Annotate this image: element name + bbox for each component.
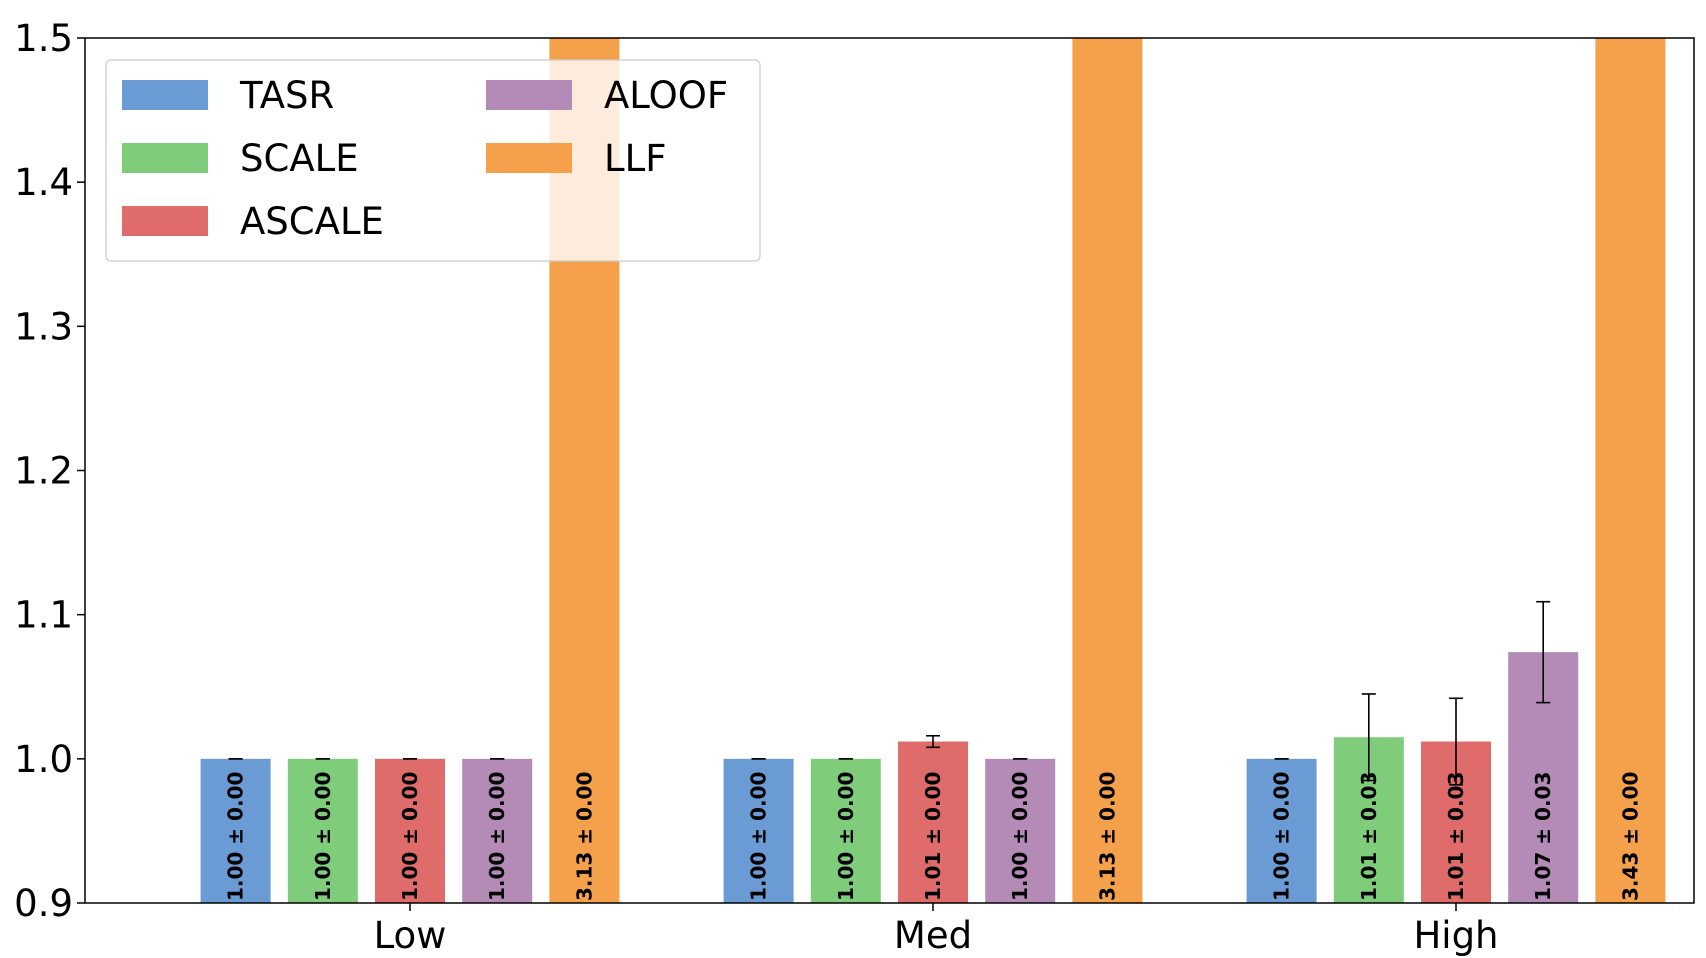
legend-swatch-tasr <box>122 80 208 110</box>
y-tick-label: 1.1 <box>14 594 73 637</box>
bar-aloof-med <box>985 758 1056 903</box>
bar-value-label: 1.00 ± 0.00 <box>485 772 509 901</box>
bar-value-label: 1.01 ± 0.03 <box>1444 772 1468 901</box>
x-tick-label-med: Med <box>894 914 972 957</box>
bar-value-label: 1.00 ± 0.00 <box>834 772 858 901</box>
legend-label-aloof: ALOOF <box>604 74 728 117</box>
bar-value-label: 1.00 ± 0.00 <box>747 772 771 901</box>
y-tick-label: 1.0 <box>14 738 73 781</box>
legend-swatch-scale <box>122 143 208 173</box>
bar-value-label: 1.00 ± 0.00 <box>224 772 248 901</box>
legend-label-llf: LLF <box>604 137 667 180</box>
bar-value-label: 3.43 ± 0.00 <box>1618 772 1642 901</box>
x-tick-label-low: Low <box>374 914 447 957</box>
bar-value-label: 3.13 ± 0.00 <box>572 772 596 901</box>
bar-value-label: 1.00 ± 0.00 <box>311 772 335 901</box>
x-axis: Low Med High <box>374 903 1499 957</box>
bar-scale-med <box>810 758 881 903</box>
legend-label-tasr: TASR <box>239 74 334 117</box>
y-tick-label: 1.4 <box>14 161 73 204</box>
y-tick-label: 1.2 <box>14 450 73 493</box>
legend-swatch-llf <box>486 143 572 173</box>
bar-value-label: 3.13 ± 0.00 <box>1095 772 1119 901</box>
bar-value-label: 1.00 ± 0.00 <box>1008 772 1032 901</box>
bar-tasr-med <box>723 758 794 903</box>
bar-value-label: 1.07 ± 0.03 <box>1531 772 1555 901</box>
bar-labels-layer: 1.00 ± 0.00 1.00 ± 0.00 1.00 ± 0.00 1.00 ± … <box>224 772 1643 901</box>
bar-value-label: 1.01 ± 0.03 <box>1357 772 1381 901</box>
legend: TASR SCALE ASCALE ALOOF LLF <box>105 59 761 262</box>
bar-value-label: 1.00 ± 0.00 <box>1270 772 1294 901</box>
legend-swatch-ascale <box>122 206 208 236</box>
legend-swatch-aloof <box>486 80 572 110</box>
y-tick-label: 0.9 <box>14 882 73 925</box>
bar-tasr-low <box>200 758 271 903</box>
legend-box <box>105 59 761 262</box>
bar-ascale-med <box>898 741 968 903</box>
bar-tasr-high <box>1246 758 1317 903</box>
bar-llf-high <box>1595 38 1666 903</box>
y-axis: 0.9 1.0 1.1 1.2 1.3 1.4 1.5 <box>14 17 85 925</box>
bar-value-label: 1.00 ± 0.00 <box>398 772 422 901</box>
legend-label-scale: SCALE <box>240 137 359 180</box>
bar-ascale-low <box>375 758 445 903</box>
bar-llf-med <box>1072 38 1143 903</box>
y-tick-label: 1.3 <box>14 305 73 348</box>
x-tick-label-high: High <box>1413 914 1498 957</box>
legend-label-ascale: ASCALE <box>240 200 384 243</box>
bar-scale-low <box>287 758 358 903</box>
y-tick-label: 1.5 <box>14 17 73 60</box>
bar-value-label: 1.01 ± 0.00 <box>921 772 945 901</box>
bar-aloof-low <box>462 758 533 903</box>
